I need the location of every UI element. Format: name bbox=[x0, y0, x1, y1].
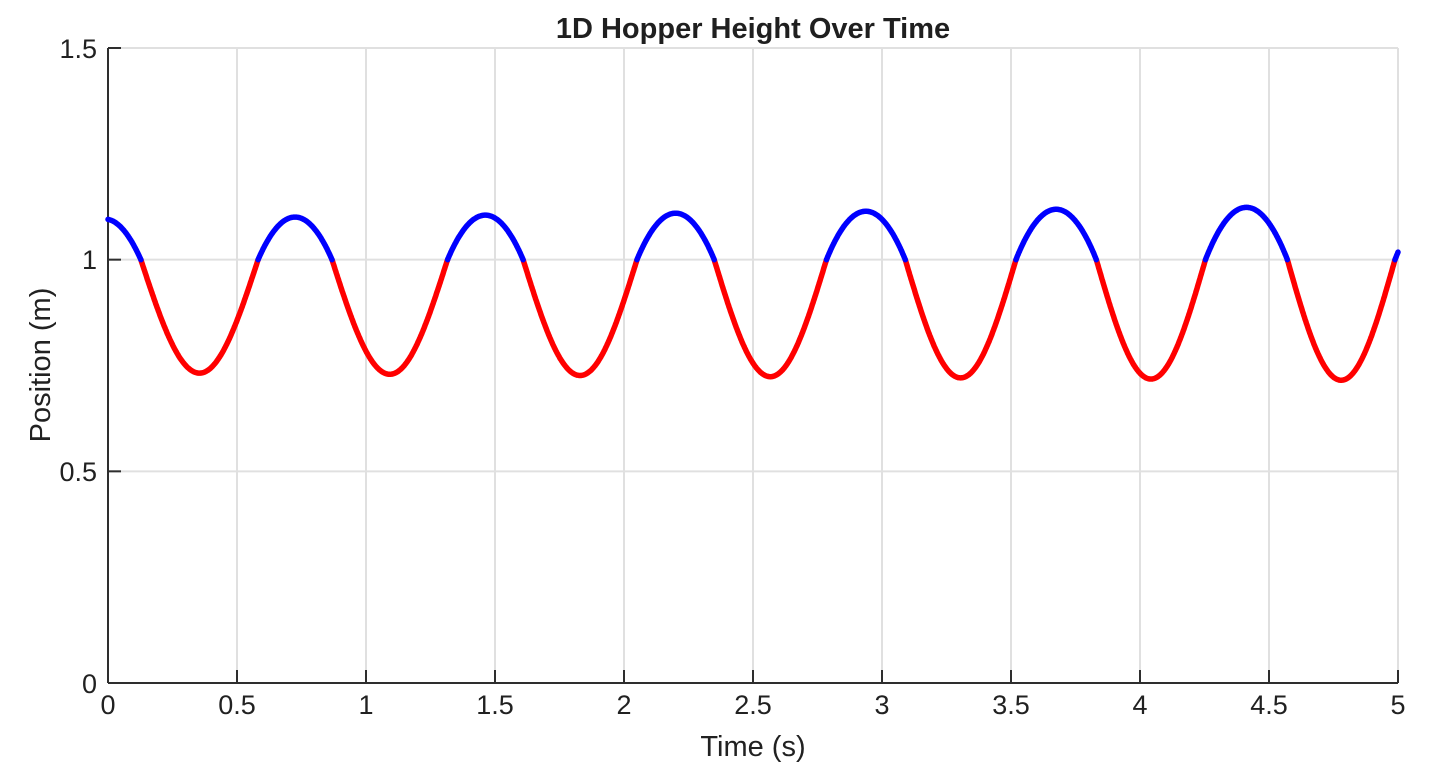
y-tick-label: 0 bbox=[81, 668, 97, 699]
x-tick-label: 2.5 bbox=[734, 690, 772, 720]
x-axis-label: Time (s) bbox=[700, 731, 806, 763]
chart-title: 1D Hopper Height Over Time bbox=[555, 13, 951, 45]
x-tick-label: 3.5 bbox=[992, 690, 1030, 720]
y-tick-label: 0.5 bbox=[59, 456, 97, 487]
flight-curve-above-1m bbox=[105, 204, 1401, 263]
y-axis-label: Position (m) bbox=[25, 287, 57, 443]
x-tick-label: 1.5 bbox=[476, 690, 514, 720]
y-tick-label: 1 bbox=[81, 245, 97, 276]
x-tick-label: 5 bbox=[1390, 690, 1406, 720]
x-tick-label: 0.5 bbox=[218, 690, 256, 720]
x-tick-label: 1 bbox=[358, 690, 374, 720]
x-tick-label: 0 bbox=[100, 690, 116, 720]
stance-curve-below-1m bbox=[138, 256, 1398, 383]
x-tick-label: 3 bbox=[874, 690, 890, 720]
x-tick-label: 4 bbox=[1132, 690, 1148, 720]
x-tick-label: 2 bbox=[616, 690, 632, 720]
x-tick-label: 4.5 bbox=[1250, 690, 1288, 720]
y-tick-label: 1.5 bbox=[59, 33, 97, 64]
